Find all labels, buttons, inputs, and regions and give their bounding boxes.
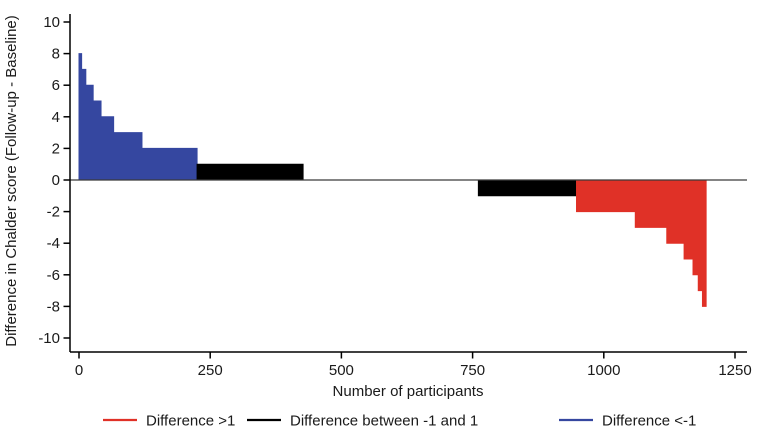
step-area-layer <box>78 53 707 307</box>
axis-layer <box>69 14 747 353</box>
legend-entry: Difference >1 <box>103 413 235 430</box>
legend-entry: Difference <-1 <box>559 413 696 430</box>
y-tick-label: 10 <box>43 14 60 31</box>
step-area-red <box>576 179 707 307</box>
x-tick-label: 750 <box>460 362 485 379</box>
x-tick-label: 500 <box>329 362 354 379</box>
legend: Difference >1 Difference between -1 and 1… <box>103 413 696 430</box>
tick-layer: -10 -8 -6 -4 -2 0 2 4 6 8 10 0 250 500 750 1000 1250 <box>38 14 751 379</box>
x-axis-title: Number of participants <box>333 383 484 400</box>
y-tick-label: -4 <box>47 235 60 252</box>
x-tick-label: 1000 <box>587 362 620 379</box>
legend-label: Difference between -1 and 1 <box>290 413 478 430</box>
y-tick-label: 0 <box>52 172 60 189</box>
x-tick-label: 0 <box>75 362 83 379</box>
y-tick-label: -8 <box>47 298 60 315</box>
y-tick-label: -10 <box>38 330 60 347</box>
y-tick-label: -6 <box>47 267 60 284</box>
x-tick-label: 1250 <box>718 362 751 379</box>
y-tick-label: 8 <box>52 46 60 63</box>
legend-entry: Difference between -1 and 1 <box>247 413 478 430</box>
y-tick-label: 6 <box>52 77 60 94</box>
y-tick-label: 4 <box>52 109 60 126</box>
x-tick-label: 250 <box>198 362 223 379</box>
y-axis-title: Difference in Chalder score (Follow-up -… <box>3 15 20 347</box>
step-area-blue <box>78 53 198 181</box>
y-tick-label: -2 <box>47 204 60 221</box>
y-tick-label: 2 <box>52 140 60 157</box>
legend-label: Difference >1 <box>146 413 235 430</box>
legend-label: Difference <-1 <box>602 413 696 430</box>
